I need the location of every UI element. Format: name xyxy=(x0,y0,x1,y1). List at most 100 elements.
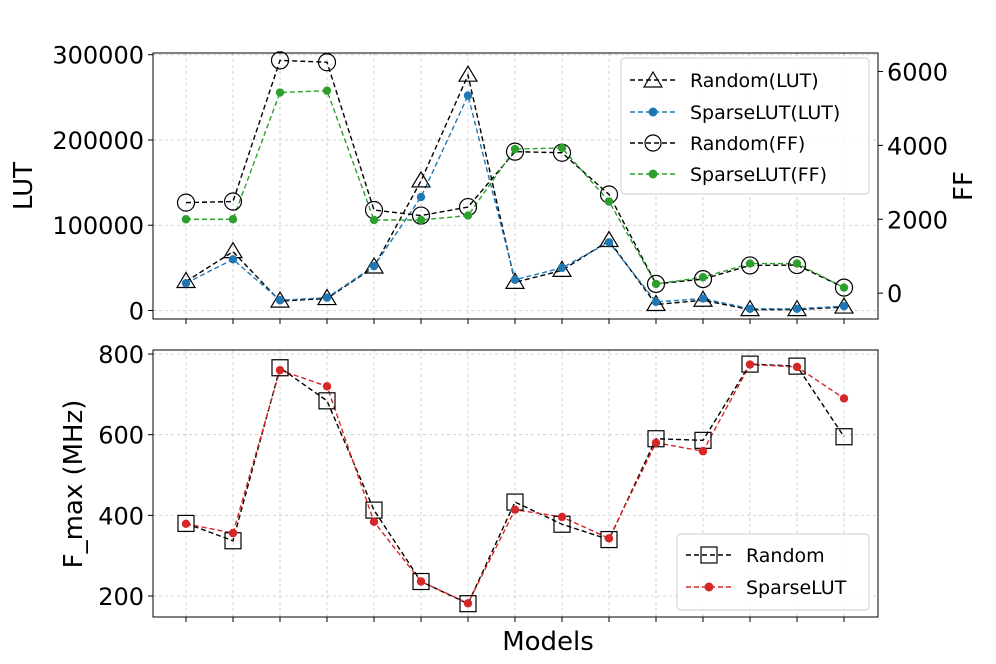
y-tick-label: 100000 xyxy=(52,212,144,240)
dot-point xyxy=(181,215,191,224)
bottom-legend: Random SparseLUT xyxy=(676,533,870,611)
legend-entry-random-ff: Random(FF) xyxy=(630,133,805,155)
square-marker-icon xyxy=(700,546,718,564)
dot-point xyxy=(322,382,332,391)
dot-point xyxy=(651,279,661,289)
square-point xyxy=(271,359,289,377)
dot-point xyxy=(228,255,238,264)
triangle-point xyxy=(645,294,667,312)
circle-point xyxy=(834,278,854,297)
dot-point xyxy=(510,505,520,514)
triangle-point xyxy=(786,299,808,317)
y2-tick-label: 4000 xyxy=(887,132,948,160)
series-line-0 xyxy=(185,363,845,605)
circle-point xyxy=(505,142,525,161)
dot-point xyxy=(604,238,614,247)
triangle-point xyxy=(692,290,714,307)
dot-point xyxy=(651,297,661,307)
triangle-point xyxy=(551,260,573,278)
top-x-ticks xyxy=(185,319,845,324)
dot-point xyxy=(416,577,426,586)
dot-point xyxy=(275,296,285,305)
top-left-y-ticks: 0 100000 200000 300000 xyxy=(52,42,153,325)
dot-point xyxy=(557,263,567,273)
dot-point xyxy=(322,293,332,302)
series-line-3 xyxy=(186,89,845,289)
dot-point xyxy=(698,273,708,282)
dot-point xyxy=(463,599,473,608)
circle-point xyxy=(176,193,196,212)
triangle-point xyxy=(833,296,855,314)
triangle-point xyxy=(598,230,620,248)
triangle-point xyxy=(739,299,761,317)
dot-point xyxy=(839,394,849,403)
y-tick-label: 600 xyxy=(98,422,144,450)
dot-point xyxy=(792,304,802,313)
circle-point xyxy=(787,255,807,275)
bottom-x-ticks xyxy=(185,617,845,622)
legend-entry-sparselut-lut: SparseLUT(LUT) xyxy=(630,102,840,124)
dot-point xyxy=(275,365,285,375)
legend-entry-random: Random xyxy=(686,545,825,567)
dot-point xyxy=(228,528,238,538)
dot-point xyxy=(839,283,849,292)
y2-tick-label: 0 xyxy=(887,280,902,308)
legend-label: SparseLUT xyxy=(746,577,847,599)
bottom-legend-box xyxy=(676,533,870,611)
legend-label: Random(FF) xyxy=(690,133,805,155)
dot-point xyxy=(839,302,849,311)
top-y-axis-title: LUT xyxy=(9,162,39,210)
legend-entry-random-lut: Random(LUT) xyxy=(630,70,819,92)
square-point xyxy=(600,530,618,549)
square-point xyxy=(459,595,477,613)
bottom-y-ticks: 200 400 600 800 xyxy=(98,341,153,611)
dot-point xyxy=(510,275,520,284)
dot-marker-icon xyxy=(648,107,658,117)
dot-point xyxy=(557,143,567,153)
triangle-point xyxy=(175,271,197,289)
legend-entry-sparselut-ff: SparseLUT(FF) xyxy=(630,164,827,186)
triangle-point xyxy=(269,290,291,308)
y-tick-label: 300000 xyxy=(52,42,144,70)
dot-point xyxy=(651,438,661,447)
y-tick-label: 200000 xyxy=(52,127,144,155)
square-point xyxy=(412,572,430,591)
series-line-0 xyxy=(185,72,845,311)
triangle-point xyxy=(457,65,479,82)
x-axis-title: Models xyxy=(502,627,594,657)
legend-label: Random xyxy=(746,545,825,567)
dot-point xyxy=(557,512,567,522)
legend-label: SparseLUT(FF) xyxy=(690,164,827,186)
dot-point xyxy=(275,88,285,97)
legend-label: SparseLUT(LUT) xyxy=(690,102,840,124)
dot-point xyxy=(416,215,426,225)
y-tick-label: 800 xyxy=(98,341,144,369)
y-tick-label: 200 xyxy=(98,583,144,611)
dot-point xyxy=(369,215,379,225)
dot-point xyxy=(745,360,755,369)
top-panel: 0 100000 200000 300000 0 2000 4000 6000 LUT FF… xyxy=(9,42,979,326)
legend-label: Random(LUT) xyxy=(690,70,819,92)
y2-tick-label: 6000 xyxy=(887,58,948,86)
dot-point xyxy=(745,259,755,268)
dot-point xyxy=(463,91,473,100)
legend-entry-sparselut: SparseLUT xyxy=(686,577,847,599)
dot-marker-icon xyxy=(704,582,714,592)
dot-point xyxy=(510,144,520,154)
dot-point xyxy=(181,278,191,288)
triangle-marker-icon xyxy=(642,70,664,88)
circle-point xyxy=(317,53,337,72)
triangle-point xyxy=(316,288,338,306)
circle-point xyxy=(270,51,290,70)
dot-point xyxy=(792,259,802,268)
square-point xyxy=(177,514,195,533)
dot-point xyxy=(604,197,614,206)
circle-point xyxy=(223,192,243,211)
top-series-markers xyxy=(175,51,855,317)
circle-point xyxy=(740,256,760,275)
dot-point xyxy=(792,362,802,372)
y-tick-label: 0 xyxy=(129,297,144,325)
dot-point xyxy=(745,304,755,313)
dot-point xyxy=(181,519,191,529)
